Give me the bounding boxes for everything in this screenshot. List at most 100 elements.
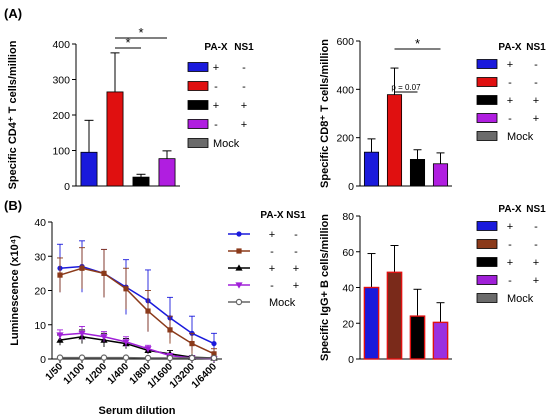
legend-mock-label: Mock	[507, 293, 534, 305]
legend-header-pax: PA-X	[260, 210, 283, 221]
legend-ns1-value: -	[242, 62, 246, 74]
data-point	[144, 354, 152, 362]
data-point	[101, 270, 107, 276]
legend-header-pax: PA-X	[204, 42, 227, 53]
legend-swatch	[476, 293, 498, 303]
data-point	[211, 351, 217, 357]
legend-ns1-value: -	[294, 229, 298, 241]
bar	[132, 176, 150, 187]
data-point	[100, 354, 108, 361]
legend-header-ns1: NS1	[234, 42, 254, 53]
data-point	[211, 340, 217, 347]
legend-pax-value: +	[507, 257, 513, 269]
bar	[158, 158, 176, 187]
data-point	[144, 346, 152, 353]
legend-pax-value: +	[213, 62, 219, 74]
legend-mock-label: Mock	[507, 131, 534, 143]
legend-header-ns1: NS1	[526, 42, 546, 53]
y-tick-label: 10	[34, 320, 46, 332]
legend-swatch	[476, 95, 498, 105]
panel-label-a: (A)	[4, 6, 22, 21]
legend-marker	[235, 264, 243, 271]
significance-label: *	[125, 35, 130, 50]
y-tick-label: 400	[52, 39, 70, 51]
y-tick-label: 200	[52, 110, 70, 122]
series-line	[59, 265, 215, 345]
y-tick-label: 80	[342, 211, 354, 223]
legend-swatch	[476, 131, 498, 141]
data-point	[166, 354, 174, 362]
legend-header-pax: PA-X	[498, 42, 521, 53]
legend-mock-label: Mock	[269, 297, 296, 309]
data-point	[189, 340, 195, 347]
bar	[80, 151, 98, 187]
legend-pax-value: +	[213, 100, 219, 112]
legend-header-ns1: NS1	[286, 210, 306, 221]
y-axis-label: Specific IgG+ B cells/million	[319, 214, 331, 361]
data-point	[57, 272, 63, 278]
y-tick-label: 300	[52, 75, 70, 87]
data-point	[210, 354, 218, 362]
y-tick-label: 40	[342, 283, 354, 295]
legend-swatch	[187, 81, 209, 91]
y-tick-label: 400	[336, 84, 354, 96]
y-tick-label: 0	[64, 181, 70, 193]
legend-ns1-value: +	[293, 263, 299, 275]
legend-ns1-value: -	[534, 59, 538, 71]
series-line	[59, 335, 215, 359]
legend-pax-value: +	[507, 59, 513, 71]
legend-ns1-value: -	[534, 239, 538, 251]
y-tick-label: 0	[40, 354, 46, 366]
y-tick-label: 60	[342, 247, 354, 259]
legend-swatch	[187, 100, 209, 110]
legend-marker	[235, 298, 243, 306]
data-point	[123, 286, 129, 292]
legend-pax-value: -	[508, 113, 512, 125]
legend-pax-value: +	[269, 229, 275, 241]
legend-mock-label: Mock	[213, 138, 240, 150]
cd4-bar-chart: 0 100 200 300 400 Specific CD4⁺ T cells/milli…	[7, 25, 254, 193]
y-tick-label: 40	[34, 217, 46, 229]
y-tick-label: 0	[348, 354, 354, 366]
y-tick-label: 200	[336, 133, 354, 145]
bar	[363, 151, 380, 187]
legend-pax-value: -	[508, 275, 512, 287]
legend-swatch	[187, 138, 209, 148]
x-tick-label: 1/400	[106, 361, 132, 387]
data-point	[167, 327, 173, 333]
legend-swatch	[476, 221, 498, 231]
bar	[409, 159, 426, 187]
y-axis-label: Luminescence (x10⁴)	[9, 235, 21, 346]
data-point	[122, 339, 130, 346]
legend-ns1-value: +	[533, 95, 539, 107]
data-point	[188, 354, 196, 362]
bar	[409, 315, 426, 360]
legend-pax-value: -	[508, 77, 512, 89]
legend-ns1-value: +	[533, 275, 539, 287]
legend-pax-value: +	[269, 263, 275, 275]
x-tick-label: 1/100	[62, 361, 88, 387]
legend-header-ns1: NS1	[526, 204, 546, 215]
y-tick-label: 100	[52, 146, 70, 158]
igg-bar-chart: 0 20 40 60 80 Specific IgG+ B cells/million PA…	[319, 204, 546, 366]
bar	[386, 271, 403, 360]
significance-label: *	[138, 25, 143, 40]
legend-marker	[236, 248, 242, 254]
bar	[386, 94, 403, 187]
legend-swatch	[187, 119, 209, 129]
legend-marker	[235, 282, 243, 289]
y-tick-label: 20	[342, 318, 354, 330]
data-point	[145, 308, 151, 314]
y-tick-label: 600	[336, 36, 354, 48]
legend-swatch	[476, 77, 498, 87]
legend-ns1-value: +	[241, 100, 247, 112]
data-point	[78, 354, 86, 361]
legend-pax-value: -	[270, 246, 274, 258]
y-axis-label: Specific CD4⁺ T cells/million	[7, 40, 19, 189]
significance-label: p = 0.07	[391, 83, 421, 92]
data-point	[56, 354, 64, 361]
y-tick-label: 30	[34, 251, 46, 263]
legend-pax-value: -	[508, 239, 512, 251]
legend-pax-value: -	[270, 280, 274, 292]
